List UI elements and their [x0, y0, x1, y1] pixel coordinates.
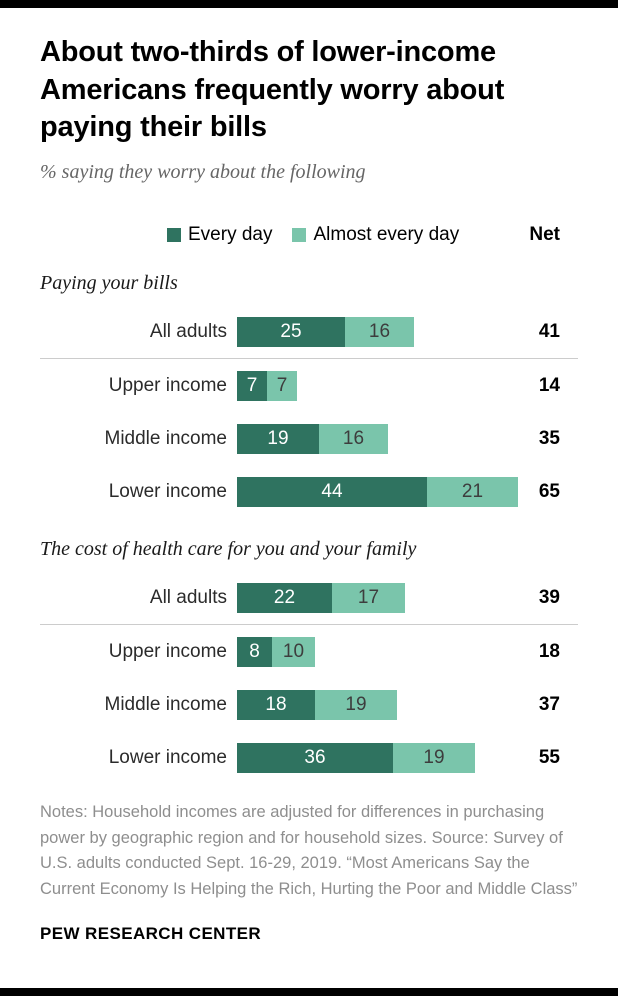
bar-value: 7	[276, 374, 288, 396]
chart-row: Upper income 8 10 18	[40, 625, 578, 678]
bar-value: 19	[267, 427, 289, 449]
chart-row: Middle income 19 16 35	[40, 412, 578, 465]
bar-area: 44 21	[237, 476, 518, 507]
row-label: Upper income	[108, 640, 227, 662]
bar-every-day: 22	[237, 582, 332, 613]
bar-almost-every-day: 21	[427, 476, 518, 507]
chart-subtitle: % saying they worry about the following	[40, 161, 366, 184]
chart-row: Middle income 18 19 37	[40, 678, 578, 731]
bar-every-day: 18	[237, 689, 315, 720]
legend-item-every-day: Every day	[167, 224, 272, 246]
bar-area: 8 10	[237, 636, 518, 667]
bar-area: 25 16	[237, 316, 518, 347]
chart-row: Lower income 44 21 65	[40, 465, 578, 518]
chart-row: Upper income 7 7 14	[40, 359, 578, 412]
row-net-value: 18	[538, 640, 560, 662]
bar-every-day: 7	[237, 370, 267, 401]
bar-value: 19	[345, 693, 367, 715]
row-label: All adults	[149, 320, 227, 342]
chart-sections: Paying your bills All adults 25 16 41 Upper i…	[40, 272, 578, 784]
bar-value: 19	[423, 746, 445, 768]
row-net-value: 39	[538, 586, 560, 608]
legend-label: Every day	[188, 224, 273, 246]
row-net-value: 55	[538, 746, 560, 768]
bar-value: 17	[357, 586, 380, 608]
bar-value: 7	[246, 374, 258, 396]
bar-almost-every-day: 19	[315, 689, 397, 720]
bar-area: 36 19	[237, 742, 518, 773]
row-net-value: 14	[538, 374, 560, 396]
bar-almost-every-day: 16	[319, 423, 388, 454]
pew-research-center-brand: PEW RESEARCH CENTER	[40, 924, 262, 944]
bar-value: 21	[461, 480, 484, 502]
legend-label: Almost every day	[313, 224, 460, 246]
bar-almost-every-day: 19	[393, 742, 475, 773]
chart-row: Lower income 36 19 55	[40, 731, 578, 784]
row-net-value: 37	[538, 693, 560, 715]
row-label: Lower income	[108, 746, 227, 768]
chart-notes: Notes: Household incomes are adjusted fo…	[40, 803, 578, 898]
bar-almost-every-day: 16	[345, 316, 414, 347]
bar-value: 10	[282, 640, 305, 662]
bar-every-day: 44	[237, 476, 427, 507]
bar-area: 22 17	[237, 582, 518, 613]
bar-value: 18	[265, 693, 287, 715]
legend-item-almost-every-day: Almost every day	[292, 224, 459, 246]
net-column-header: Net	[529, 224, 560, 246]
legend-items: Every day Almost every day	[167, 224, 459, 246]
chart-card: About two-thirds of lower-income America…	[0, 8, 618, 944]
bar-value: 25	[280, 320, 302, 342]
bar-value: 16	[342, 427, 365, 449]
bar-every-day: 36	[237, 742, 393, 773]
chart-row: All adults 25 16 41	[40, 305, 578, 358]
section-title: Paying your bills	[40, 272, 178, 295]
row-divider	[40, 624, 578, 626]
row-label: Middle income	[104, 427, 228, 449]
row-net-value: 35	[538, 427, 560, 449]
row-net-value: 41	[538, 320, 560, 342]
legend: Every day Almost every day Net	[40, 224, 578, 246]
top-rule	[0, 0, 618, 8]
bar-almost-every-day: 10	[272, 636, 315, 667]
bar-value: 44	[321, 480, 343, 502]
legend-swatch-every-day-icon	[167, 228, 181, 243]
row-label: Lower income	[108, 480, 227, 502]
bottom-rule	[0, 988, 618, 996]
bar-every-day: 25	[237, 316, 345, 347]
bar-area: 18 19	[237, 689, 518, 720]
bar-almost-every-day: 17	[332, 582, 405, 613]
row-label: Middle income	[104, 693, 228, 715]
bar-value: 36	[304, 746, 326, 768]
row-divider	[40, 358, 578, 360]
bar-every-day: 8	[237, 636, 272, 667]
bar-value: 22	[273, 586, 296, 608]
bar-almost-every-day: 7	[267, 370, 297, 401]
bar-value: 16	[368, 320, 391, 342]
bar-value: 8	[249, 640, 260, 662]
row-label: All adults	[149, 586, 227, 608]
page-title: About two-thirds of lower-income America…	[40, 36, 505, 144]
bar-area: 19 16	[237, 423, 518, 454]
section-title: The cost of health care for you and your…	[40, 538, 417, 561]
row-net-value: 65	[538, 480, 560, 502]
legend-swatch-almost-every-day-icon	[292, 228, 307, 243]
bar-every-day: 19	[237, 423, 319, 454]
chart-row: All adults 22 17 39	[40, 571, 578, 624]
row-label: Upper income	[108, 374, 227, 396]
